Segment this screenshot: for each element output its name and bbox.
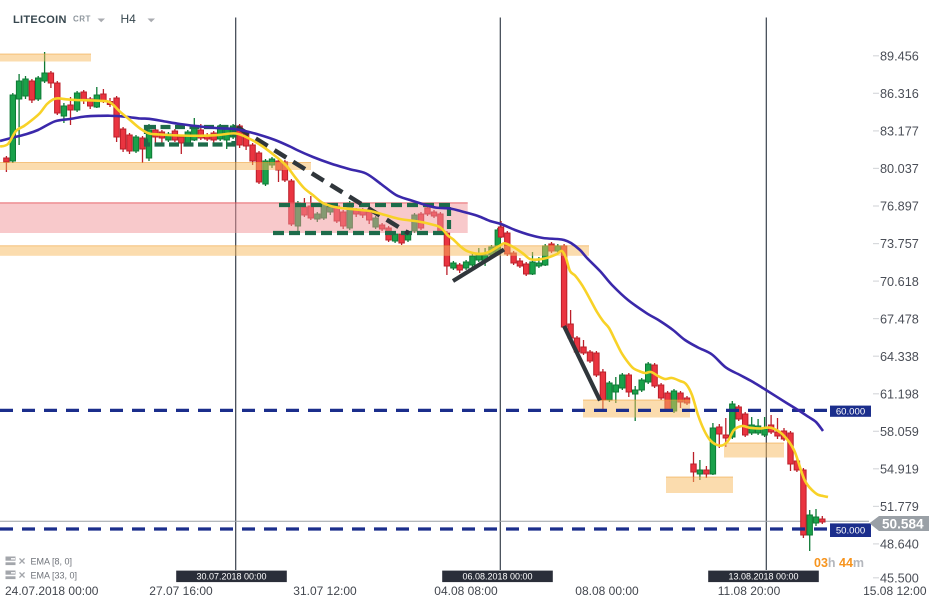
svg-text:45.500: 45.500 bbox=[880, 572, 919, 586]
svg-text:13.08.2018 00:00: 13.08.2018 00:00 bbox=[728, 571, 798, 581]
svg-text:48.640: 48.640 bbox=[880, 538, 919, 552]
svg-text:64.338: 64.338 bbox=[880, 350, 919, 364]
svg-text:08.08 00:00: 08.08 00:00 bbox=[575, 584, 639, 598]
svg-text:×: × bbox=[19, 568, 26, 582]
svg-text:58.059: 58.059 bbox=[880, 425, 919, 439]
svg-text:30.07.2018 00:00: 30.07.2018 00:00 bbox=[196, 571, 266, 581]
svg-text:80.037: 80.037 bbox=[880, 162, 919, 176]
svg-text:04.08 08:00: 04.08 08:00 bbox=[434, 584, 498, 598]
svg-text:51.779: 51.779 bbox=[880, 500, 919, 514]
svg-text:11.08 20:00: 11.08 20:00 bbox=[718, 584, 781, 598]
svg-text:27.07 16:00: 27.07 16:00 bbox=[149, 584, 213, 598]
svg-text:15.08 12:00: 15.08 12:00 bbox=[863, 584, 927, 598]
svg-text:54.919: 54.919 bbox=[880, 463, 919, 477]
svg-text:67.478: 67.478 bbox=[880, 312, 919, 326]
svg-text:EMA [8, 0]: EMA [8, 0] bbox=[31, 557, 73, 567]
svg-text:50.584: 50.584 bbox=[882, 517, 924, 532]
svg-text:H4: H4 bbox=[121, 12, 137, 26]
svg-text:89.456: 89.456 bbox=[880, 50, 919, 64]
svg-text:31.07 12:00: 31.07 12:00 bbox=[293, 584, 357, 598]
svg-text:83.177: 83.177 bbox=[880, 125, 919, 139]
svg-text:86.316: 86.316 bbox=[880, 87, 919, 101]
svg-text:50.000: 50.000 bbox=[836, 526, 865, 537]
svg-text:24.07.2018 00:00: 24.07.2018 00:00 bbox=[5, 584, 99, 598]
svg-text:×: × bbox=[19, 554, 26, 568]
svg-text:70.618: 70.618 bbox=[880, 275, 919, 289]
svg-text:EMA [33, 0]: EMA [33, 0] bbox=[31, 571, 78, 581]
svg-text:03h 44m: 03h 44m bbox=[814, 556, 864, 570]
svg-text:06.08.2018 00:00: 06.08.2018 00:00 bbox=[462, 571, 532, 581]
svg-text:61.198: 61.198 bbox=[880, 387, 919, 401]
svg-text:76.897: 76.897 bbox=[880, 200, 919, 214]
svg-text:60.000: 60.000 bbox=[836, 406, 865, 417]
svg-text:LITECOIN: LITECOIN bbox=[13, 14, 67, 26]
svg-text:CRT: CRT bbox=[73, 15, 91, 24]
svg-text:73.757: 73.757 bbox=[880, 237, 919, 251]
